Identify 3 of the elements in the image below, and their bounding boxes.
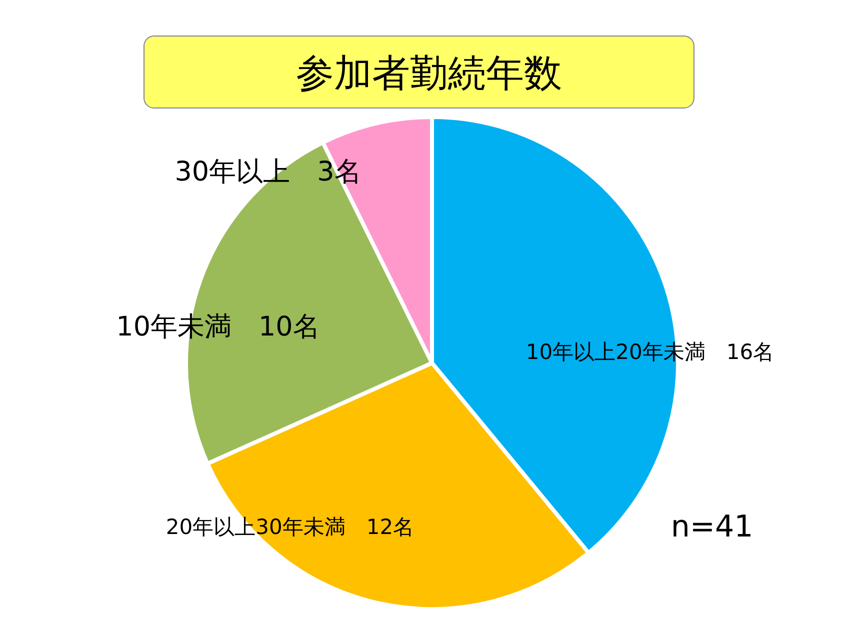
chart-title: 参加者勤続年数 [296,51,562,95]
text: n=41 [670,510,754,544]
slice-label: 20年以上30年未満 12名 [166,515,414,539]
